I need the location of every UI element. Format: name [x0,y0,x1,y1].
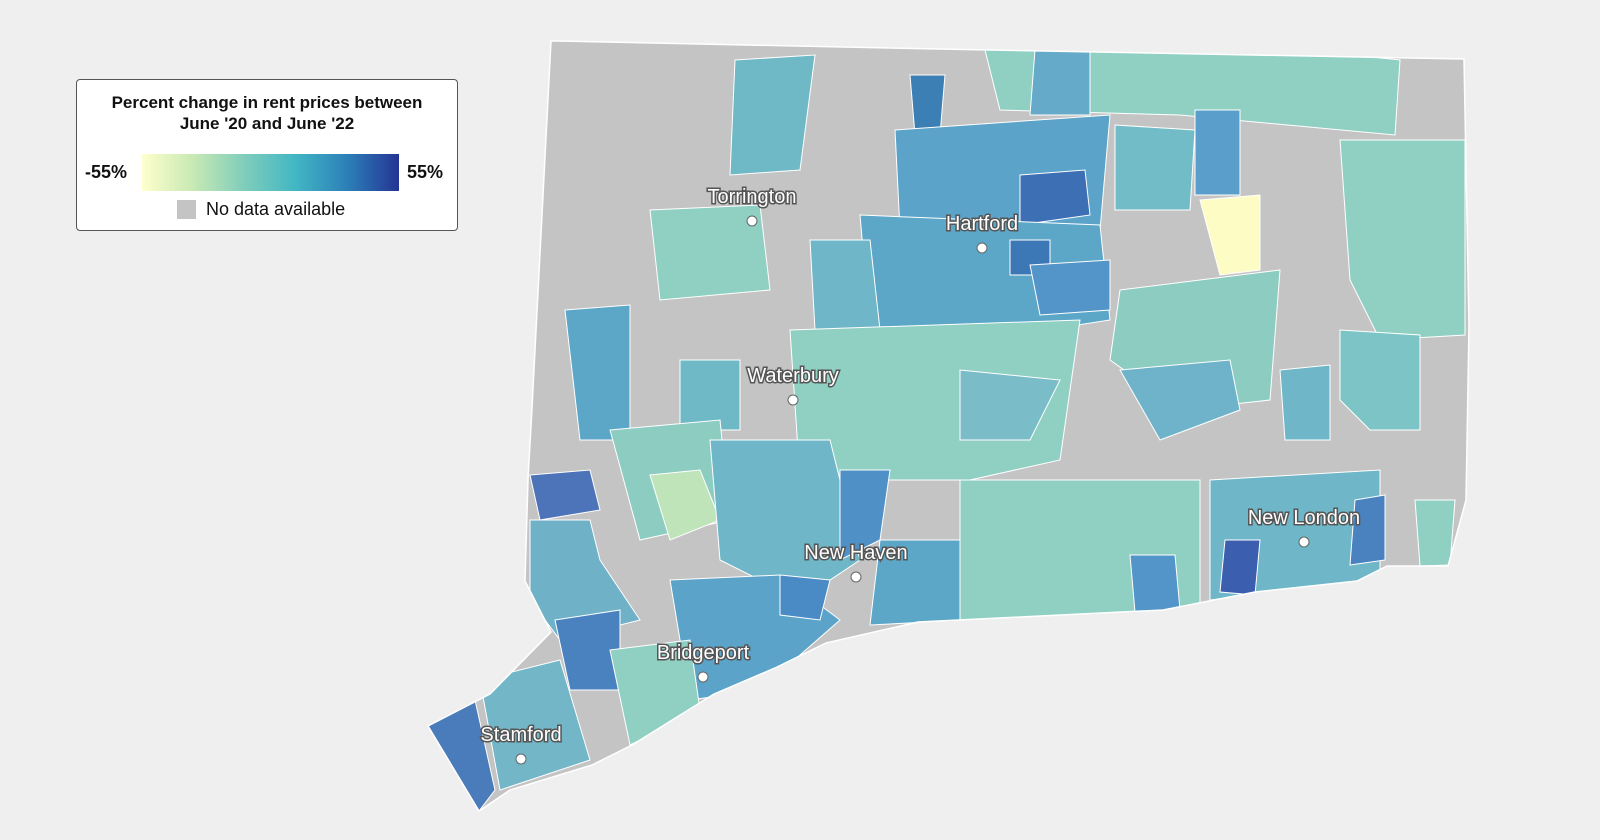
city-dot [787,394,799,406]
town [959,369,1061,441]
town [1219,539,1261,596]
town [1339,139,1466,341]
town [909,74,946,136]
town [1129,554,1181,613]
color-bar [142,154,399,191]
town [809,239,881,331]
city-label: Torrington [708,186,797,208]
city-dot [1298,536,1310,548]
town [1349,494,1386,566]
town [1029,49,1091,116]
town [1279,364,1331,441]
town [779,574,831,621]
town [1339,329,1421,431]
state-outline [426,40,1470,813]
town [729,54,816,176]
city-label: New Haven [804,542,907,564]
state-map [428,41,1469,811]
city-dot [850,571,862,583]
town [1019,169,1091,226]
city-label: Hartford [946,213,1018,235]
city-dot [515,753,527,765]
town [679,359,741,431]
city-label: Stamford [480,724,561,746]
city-label: Waterbury [747,365,839,387]
town [479,659,591,791]
city-dot [746,215,758,227]
city-label: Bridgeport [657,642,750,664]
legend-title: Percent change in rent prices between Ju… [111,93,423,133]
town [649,204,771,301]
legend: Percent change in rent prices between Ju… [76,79,458,231]
city-label: New London [1248,507,1360,529]
town [1029,259,1111,316]
city-dot [976,242,988,254]
town [1114,124,1196,211]
legend-max: 55% [407,162,444,182]
town [529,469,601,521]
legend-min: -55% [85,162,128,182]
town [1119,359,1241,441]
town [1414,499,1456,567]
town [1199,194,1261,276]
town [1194,109,1241,196]
no-data-label: No data available [206,199,346,219]
city-dot [697,671,709,683]
city-layer: Torrington Hartford Waterbury New Haven Brid… [479,185,1362,765]
no-data-swatch [177,200,196,219]
